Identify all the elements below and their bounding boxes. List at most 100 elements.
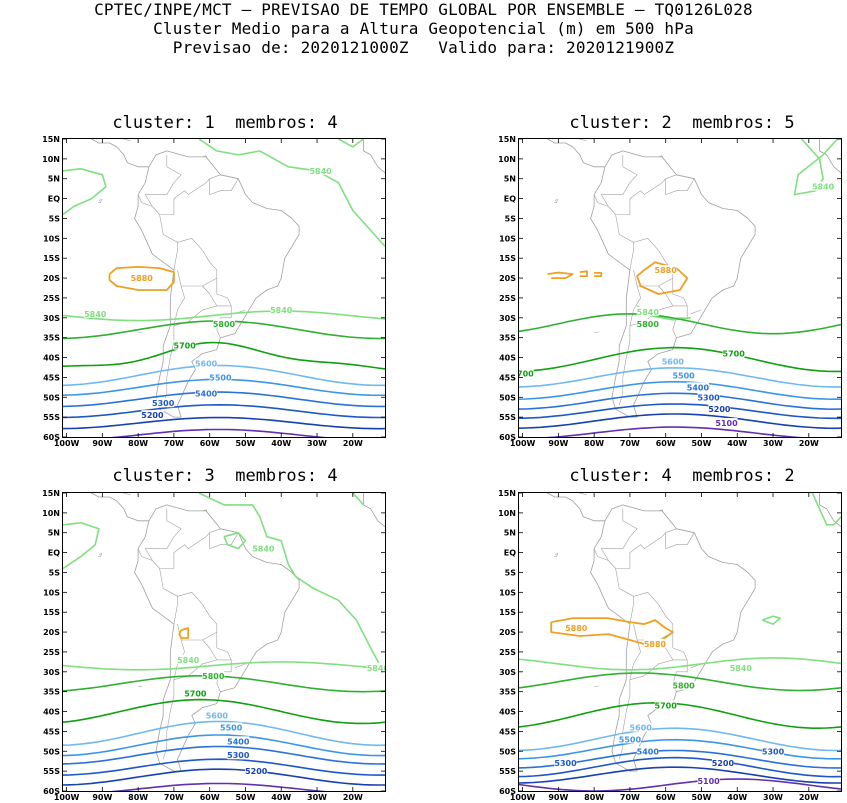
- lon-label: 50W: [235, 793, 255, 802]
- contour-5200: [63, 416, 385, 430]
- contour-label: 5500: [220, 723, 243, 732]
- contour-label-bg: [202, 670, 225, 680]
- contour-5600: [63, 720, 385, 747]
- lat-label: 25S: [43, 648, 60, 657]
- country-border: [690, 309, 702, 315]
- coastline-central-america: [91, 139, 149, 168]
- contour-label-bg: [672, 680, 695, 690]
- coastline-africa: [363, 139, 385, 174]
- contour-label: 5840: [309, 167, 332, 176]
- lon-label: 70W: [620, 793, 640, 802]
- header-line-1: CPTEC/INPE/MCT – PREVISAO DE TEMPO GLOBA…: [94, 0, 753, 19]
- country-border: [601, 154, 638, 207]
- lat-label: 35S: [43, 334, 60, 343]
- contour-label-bg: [762, 746, 785, 756]
- lat-label: EQ: [48, 195, 60, 204]
- contour-label: 5500: [209, 373, 232, 382]
- coastline-caribbean: [558, 139, 588, 142]
- contour-5200: [519, 413, 841, 430]
- lat-label: 60S: [43, 433, 60, 442]
- contour-5840: [352, 493, 365, 506]
- contour-label: 5700: [184, 690, 207, 699]
- lat-label: 15S: [43, 608, 60, 617]
- contour-label: 5500: [619, 735, 642, 744]
- lon-label: 70W: [620, 439, 640, 448]
- contour-label: 5600: [195, 359, 218, 368]
- island-outline: [554, 553, 558, 557]
- contour-5840: [762, 615, 782, 625]
- contour-5840: [198, 139, 385, 247]
- lat-label: 60S: [499, 433, 516, 442]
- contour-5200: [63, 768, 385, 786]
- contour-5840: [811, 493, 841, 526]
- contour-label: 5400: [637, 747, 660, 756]
- contour-label: 5880: [565, 624, 588, 633]
- contour-5100: [519, 778, 841, 791]
- lon-label: 20W: [343, 439, 363, 448]
- contour-label: 5600: [630, 723, 653, 732]
- contour-label: 5200: [141, 411, 164, 420]
- lat-label: 30S: [43, 314, 60, 323]
- contour-label: 5300: [227, 751, 250, 760]
- country-border: [234, 663, 246, 669]
- contour-5840: [198, 493, 383, 669]
- contour-label: 5400: [227, 737, 250, 746]
- country-border: [145, 154, 182, 207]
- country-border: [665, 532, 695, 549]
- contour-5880: [178, 627, 190, 639]
- coastline-caribbean: [102, 493, 132, 496]
- contour-label-bg: [227, 736, 250, 746]
- contour-label-bg: [711, 758, 734, 768]
- map-panel-1: 5840 5880 5840 5840 5800 5700 5600 5500 5400 5300…: [42, 135, 386, 448]
- country-border: [665, 178, 695, 195]
- contour-layer: 5880 5880 5840 5800 5700 5600 5500 5400 5300 5300…: [519, 493, 841, 791]
- lat-label: 10S: [43, 234, 60, 243]
- lat-label: 15S: [43, 254, 60, 263]
- contour-5400: [63, 745, 385, 765]
- lat-label: 15N: [42, 489, 60, 498]
- map-panel-3: 5840 5840 5840 5800 5700 5600 5500 5400 5300 5200…: [42, 489, 386, 802]
- lat-label: 50S: [43, 747, 60, 756]
- contour-label: 5200: [712, 759, 735, 768]
- lat-label: 40S: [43, 354, 60, 363]
- contour-label-bg: [227, 750, 250, 760]
- lat-label: 25S: [499, 648, 516, 657]
- contour-5100: [111, 782, 326, 791]
- lat-label: 5S: [49, 568, 61, 577]
- contour-label-bg: [554, 758, 577, 768]
- lon-label: 50W: [691, 793, 711, 802]
- coastline-south-america: [590, 504, 756, 772]
- island-outline: [203, 155, 207, 159]
- contour-label-bg: [177, 654, 200, 664]
- header-line-2: Cluster Medio para a Altura Geopotencial…: [153, 19, 694, 38]
- contour-label-bg: [195, 358, 218, 368]
- coastline-africa: [819, 139, 841, 174]
- contour-label: 5100: [697, 777, 720, 786]
- contour-5300: [63, 403, 385, 419]
- lat-label: 5N: [48, 529, 60, 538]
- contour-5100: [546, 426, 803, 437]
- lat-label: 20S: [43, 628, 60, 637]
- lat-label: 30S: [499, 314, 516, 323]
- contour-label: 5840: [177, 656, 200, 665]
- lat-label: 45S: [43, 727, 60, 736]
- lon-label: 20W: [343, 793, 363, 802]
- country-border: [159, 174, 221, 271]
- contour-label: 5600: [206, 712, 229, 721]
- lon-label: 100W: [510, 439, 536, 448]
- country-border: [601, 508, 638, 561]
- contour-layer: 5840 5880 5840 5840 5800 5700 5600 5500 5400 5300…: [63, 139, 385, 437]
- lon-label: 100W: [510, 793, 536, 802]
- header-line-3: Previsao de: 2020121000Z Valido para: 20…: [172, 38, 675, 57]
- lon-label: 30W: [763, 793, 783, 802]
- lat-label: 15S: [499, 608, 516, 617]
- contour-label: 5840: [252, 545, 275, 554]
- lon-label: 80W: [128, 793, 148, 802]
- contour-label-bg: [84, 308, 107, 318]
- contour-label: 5880: [644, 640, 667, 649]
- contour-label-bg: [715, 418, 738, 428]
- contour-label-bg: [205, 710, 228, 720]
- contour-5840: [63, 310, 385, 322]
- lon-label: 30W: [307, 439, 327, 448]
- contour-label-bg: [184, 688, 207, 698]
